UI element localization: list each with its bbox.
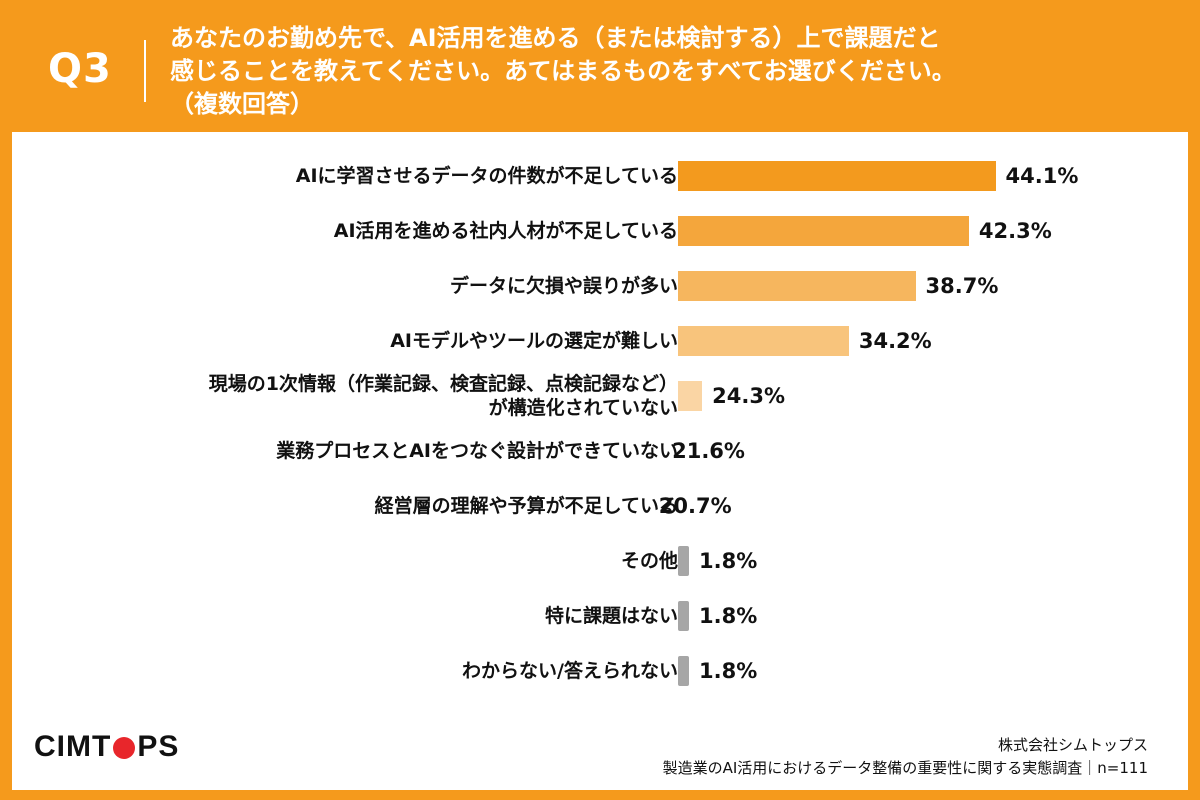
- bar: [678, 271, 916, 301]
- logo-prefix: CIMT: [34, 730, 112, 763]
- header-divider: [144, 40, 146, 102]
- bar-row: 経営層の理解や予算が不足している 20.7%: [12, 478, 1188, 534]
- bar-row: 業務プロセスとAIをつなぐ設計ができていない 21.6%: [12, 423, 1188, 479]
- survey-info: 製造業のAI活用におけるデータ整備の重要性に関する実態調査｜n=111: [662, 759, 1148, 777]
- bar-row: その他 1.8%: [12, 533, 1188, 589]
- bar: [678, 656, 689, 686]
- bar: [678, 381, 703, 411]
- value-label: 44.1%: [1005, 164, 1079, 188]
- category-label: 特に課題はない: [544, 605, 678, 627]
- value-label: 1.8%: [699, 549, 758, 573]
- question-number: Q3: [48, 46, 112, 92]
- bar-row: AIに学習させるデータの件数が不足している 44.1%: [12, 148, 1188, 204]
- category-label: 経営層の理解や予算が不足している: [374, 495, 678, 517]
- logo-red-dot-icon: [113, 737, 136, 759]
- value-label: 1.8%: [699, 659, 758, 683]
- question-text: あなたのお勤め先で、AI活用を進める（または検討する）上で課題だと 感じることを…: [170, 24, 956, 118]
- bar: [678, 326, 849, 356]
- bar: [678, 161, 996, 191]
- logo-suffix: PS: [137, 730, 180, 763]
- value-label: 34.2%: [858, 329, 932, 353]
- value-label: 24.3%: [712, 384, 785, 408]
- bar: [678, 216, 969, 246]
- company-name: 株式会社シムトップス: [997, 736, 1148, 754]
- category-label: 業務プロセスとAIをつなぐ設計ができていない: [276, 440, 678, 462]
- bar-chart: AIに学習させるデータの件数が不足している 44.1% AI活用を進める社内人材が不…: [12, 132, 1188, 692]
- bar: [678, 546, 689, 576]
- bar-row: 現場の1次情報（作業記録、検査記録、点検記録など） が構造化されていない 24.3…: [12, 368, 1188, 424]
- bar-row: AI活用を進める社内人材が不足している 42.3%: [12, 203, 1188, 259]
- value-label: 1.8%: [699, 604, 758, 628]
- bar-row: 特に課題はない 1.8%: [12, 588, 1188, 644]
- question-header: Q3 あなたのお勤め先で、AI活用を進める（または検討する）上で課題だと 感じる…: [0, 0, 1200, 130]
- category-label: 現場の1次情報（作業記録、検査記録、点検記録など） が構造化されていない: [208, 373, 678, 419]
- chart-card: AIに学習させるデータの件数が不足している 44.1% AI活用を進める社内人材が不…: [12, 132, 1188, 790]
- category-label: AIに学習させるデータの件数が不足している: [295, 165, 678, 187]
- source-note: 株式会社シムトップス 製造業のAI活用におけるデータ整備の重要性に関する実態調査…: [663, 734, 1148, 780]
- bar: [678, 601, 689, 631]
- category-label: AI活用を進める社内人材が不足している: [333, 220, 678, 242]
- category-label: その他: [620, 550, 678, 572]
- bar-row: AIモデルやツールの選定が難しい 34.2%: [12, 313, 1188, 369]
- value-label: 42.3%: [978, 219, 1052, 243]
- bar-row: データに欠損や誤りが多い 38.7%: [12, 258, 1188, 314]
- category-label: データに欠損や誤りが多い: [449, 275, 678, 297]
- category-label: AIモデルやツールの選定が難しい: [390, 330, 678, 352]
- value-label: 20.7%: [658, 494, 732, 518]
- value-label: 21.6%: [672, 439, 745, 463]
- value-label: 38.7%: [925, 274, 999, 298]
- category-label: わからない/答えられない: [462, 660, 678, 682]
- bar-row: わからない/答えられない 1.8%: [12, 643, 1188, 699]
- cimtops-logo: CIMT PS: [34, 730, 179, 764]
